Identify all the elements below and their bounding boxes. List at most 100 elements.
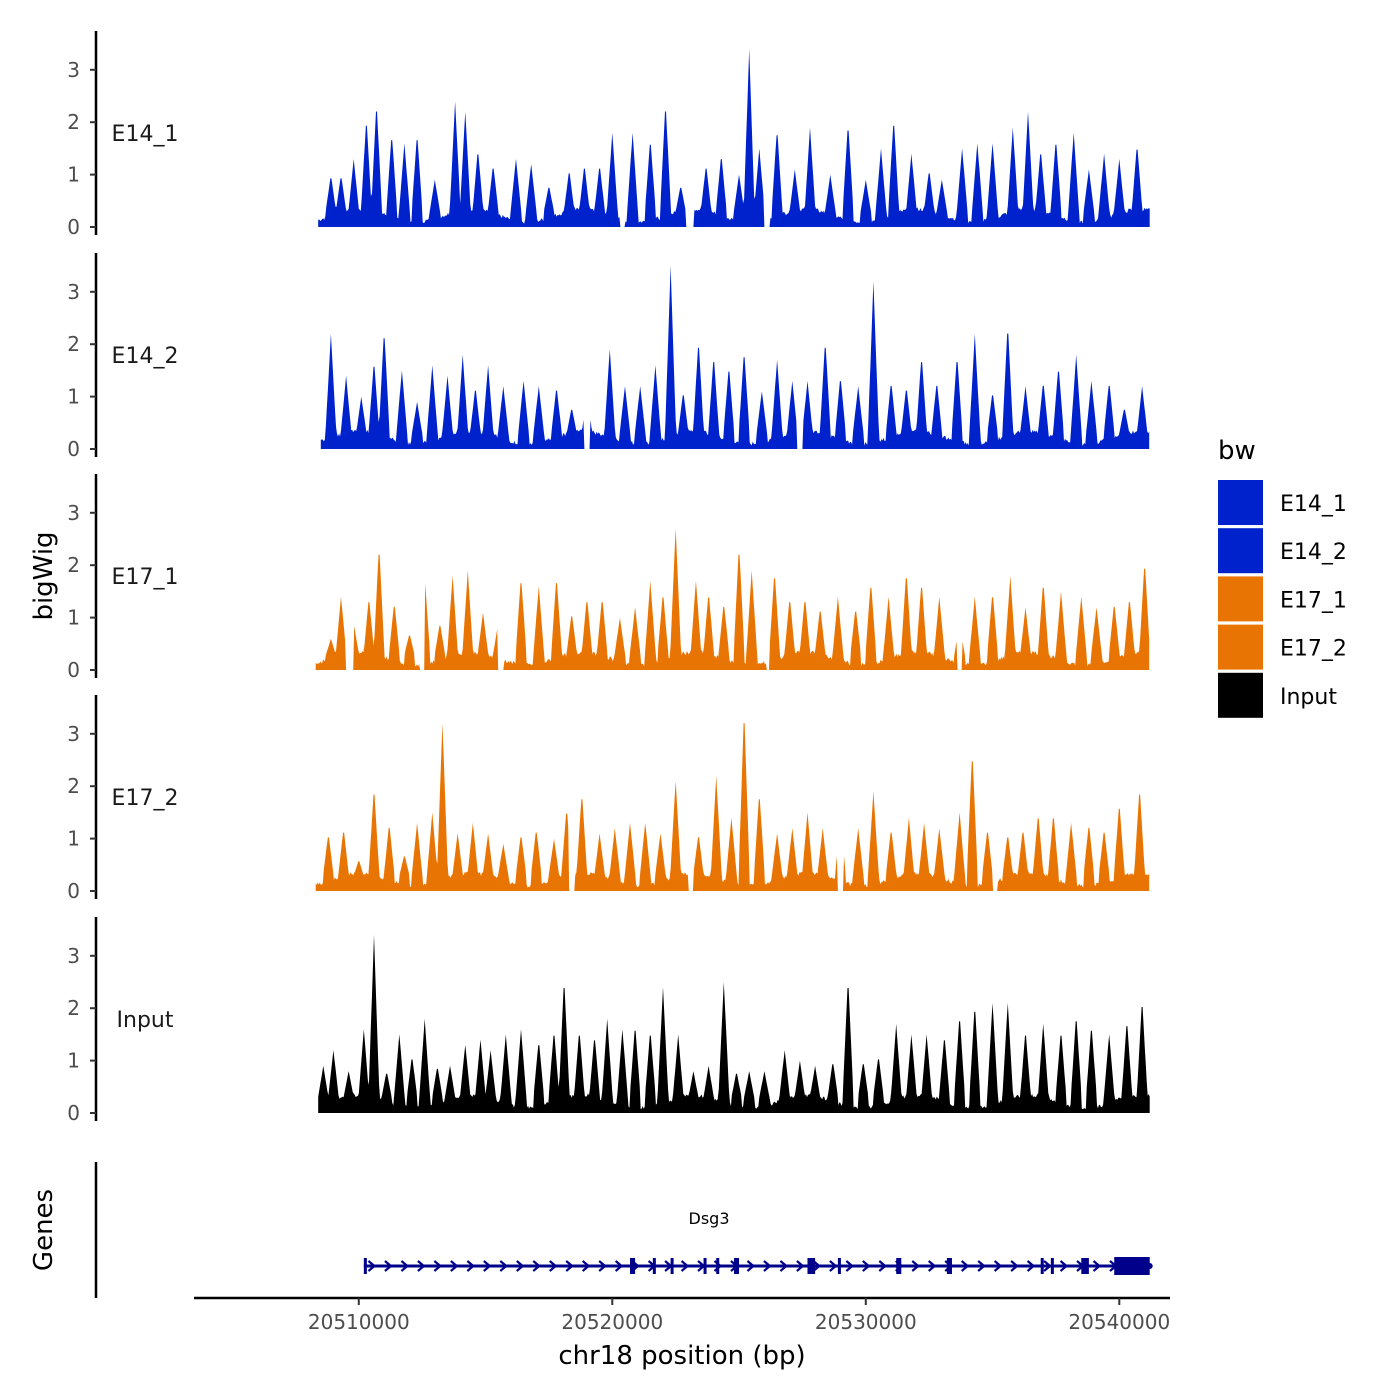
strand-arrow-icon: [927, 1260, 937, 1272]
y-tick-label: 1: [67, 606, 80, 630]
legend-label: E14_1: [1280, 492, 1347, 517]
strand-arrow-icon: [581, 1260, 591, 1272]
strand-arrow-icon: [796, 1260, 805, 1272]
strand-arrow-icon: [516, 1260, 525, 1272]
track-e17-1: 0 1 2 3 E17_1: [67, 474, 1150, 682]
legend-item: E17_1: [1218, 576, 1347, 622]
gene-exon: [630, 1258, 636, 1274]
track-input: 0 1 2 3 Input: [67, 917, 1150, 1125]
y-tick-label: 3: [67, 501, 80, 525]
strand-arrow-icon: [565, 1260, 574, 1272]
legend-label: E17_1: [1280, 588, 1347, 613]
strand-arrow-icon: [977, 1260, 986, 1272]
gene-exon: [1040, 1258, 1044, 1274]
gene-model: [363, 1257, 1153, 1275]
strand-arrow-icon: [763, 1260, 772, 1272]
strand-arrow-icon: [911, 1260, 920, 1272]
gene-exon: [652, 1258, 656, 1274]
strand-arrow-icon: [993, 1260, 1003, 1272]
track-label: E14_2: [112, 344, 179, 369]
track-e14-2: 0 1 2 3 E14_2: [67, 253, 1150, 461]
strand-arrow-icon: [779, 1260, 789, 1272]
gene-exon: [1114, 1257, 1150, 1275]
track-label: Input: [117, 1008, 174, 1033]
strand-arrow-icon: [1092, 1260, 1102, 1272]
y-tick-label: 1: [67, 1049, 80, 1073]
strand-arrow-icon: [1026, 1260, 1036, 1272]
legend-title: bw: [1218, 436, 1256, 466]
strand-arrow-icon: [483, 1260, 492, 1272]
y-tick-label: 2: [67, 996, 80, 1020]
strand-arrow-icon: [862, 1260, 871, 1272]
y-tick-label: 0: [67, 879, 80, 903]
strand-arrow-icon: [549, 1260, 558, 1272]
track-label: E17_2: [112, 786, 179, 811]
strand-arrow-icon: [614, 1260, 624, 1272]
x-axis-title: chr18 position (bp): [558, 1341, 805, 1371]
y-tick-label: 0: [67, 1101, 80, 1125]
strand-arrow-icon: [960, 1260, 970, 1272]
strand-arrow-icon: [367, 1260, 377, 1272]
gene-exon: [837, 1258, 841, 1274]
legend-label: Input: [1280, 685, 1337, 710]
legend-swatch: [1218, 624, 1263, 670]
legend-items: E14_1 E14_2 E17_1 E17_2 Input: [1218, 480, 1347, 718]
strand-arrow-icon: [450, 1260, 459, 1272]
signal-area-input: [318, 934, 1150, 1113]
strand-arrow-icon: [878, 1260, 887, 1272]
strand-arrow-icon: [1043, 1260, 1052, 1272]
signal-area-e17-2: [315, 723, 1150, 891]
gene-exon: [703, 1258, 707, 1274]
gene-exon: [716, 1258, 720, 1274]
strand-arrow-icon: [433, 1260, 443, 1272]
strand-arrow-icon: [845, 1260, 855, 1272]
strand-arrow-icon: [598, 1260, 607, 1272]
gene-exon: [896, 1258, 902, 1274]
y-tick-label: 2: [67, 553, 80, 577]
y-tick-label: 2: [67, 332, 80, 356]
y-tick-label: 0: [67, 215, 80, 239]
y-tick-label: 3: [67, 280, 80, 304]
signal-tracks: 0 1 2 3 E14_1 0 1 2 3 E14_2 0 1 2 3 E17_1 0 1 2 3 E17_2 0 1 2 3…: [67, 31, 1150, 1125]
y-tick-label: 3: [67, 722, 80, 746]
y-tick-label: 0: [67, 437, 80, 461]
strand-arrow-icon: [680, 1260, 690, 1272]
x-tick-label: 20520000: [561, 1310, 663, 1334]
gene-exon: [363, 1258, 367, 1274]
legend-swatch: [1218, 672, 1263, 718]
strand-arrow-icon: [400, 1260, 410, 1272]
gene-panel: Dsg3 Genes: [29, 1162, 1153, 1298]
gene-exon: [946, 1258, 952, 1274]
gene-exon: [807, 1258, 816, 1274]
y-tick-label: 2: [67, 110, 80, 134]
legend: bw E14_1 E14_2 E17_1 E17_2 Input: [1218, 436, 1347, 718]
gene-exon: [670, 1258, 674, 1274]
x-tick-label: 20530000: [815, 1310, 917, 1334]
strand-arrow-icon: [466, 1260, 476, 1272]
y-tick-label: 1: [67, 385, 80, 409]
legend-item: E14_1: [1218, 480, 1347, 525]
x-axis: 20510000 20520000 20530000 20540000 chr18 p…: [194, 1296, 1170, 1371]
legend-item: E17_2: [1218, 624, 1347, 670]
gene-exon: [733, 1258, 740, 1274]
legend-swatch: [1218, 480, 1263, 525]
legend-label: E14_2: [1280, 540, 1347, 565]
strand-arrow-icon: [499, 1260, 508, 1272]
strand-arrow-icon: [1059, 1260, 1069, 1272]
strand-arrow-icon: [532, 1260, 541, 1272]
signal-area-e14-2: [320, 265, 1150, 449]
strand-arrow-icon: [746, 1260, 756, 1272]
strand-arrow-icon: [384, 1260, 393, 1272]
legend-item: Input: [1218, 672, 1337, 718]
y-tick-label: 1: [67, 163, 80, 187]
signal-area-e14-1: [318, 48, 1150, 227]
strand-arrow-icon: [812, 1260, 822, 1272]
gene-exon: [1050, 1258, 1054, 1274]
legend-item: E14_2: [1218, 528, 1347, 574]
y-tick-label: 3: [67, 58, 80, 82]
y-tick-label: 2: [67, 774, 80, 798]
track-label: E17_1: [112, 565, 179, 590]
legend-label: E17_2: [1280, 637, 1347, 662]
signal-area-e17-1: [315, 528, 1150, 670]
